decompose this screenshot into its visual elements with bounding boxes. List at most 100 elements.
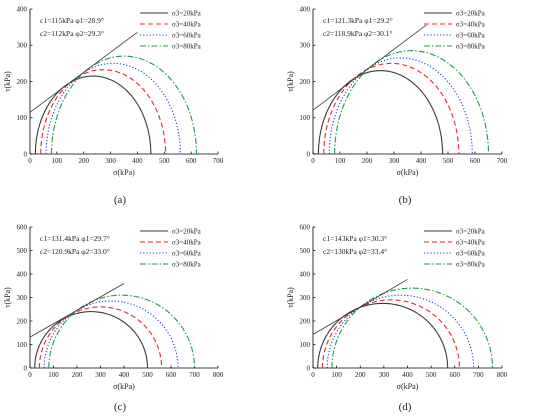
legend-label: σ3=40kPa [172,21,202,29]
x-tick-label: 300 [105,157,116,165]
y-tick-label: 0 [24,364,28,372]
strength-parameters: c2=112kPa φ2=29.3° [40,29,104,38]
y-tick-label: 200 [300,78,311,86]
y-tick-label: 100 [17,341,28,349]
x-tick-label: 100 [331,371,342,379]
x-tick-label: 100 [335,157,346,165]
x-tick-label: 400 [402,371,413,379]
y-tick-label: 0 [307,150,311,158]
strength-parameters: c1=115kPa φ1=28.9° [40,16,104,25]
panel-label-d: (d) [399,401,412,413]
legend-label: σ3=60kPa [172,250,202,258]
mohr-circle-80kpa [48,294,196,369]
chart-panel-d: 0 100 200 300 400 500 600 700 800 0 100 200 300 400 50… [286,223,508,391]
mohr-circle-80kpa [334,50,490,155]
y-tick-label: 100 [300,114,311,122]
strength-envelope [29,283,125,338]
mohr-circle-40kpa [321,299,461,369]
x-tick-label: 200 [72,371,83,379]
y-tick-label: 200 [17,78,28,86]
mohr-circle-80kpa [50,55,198,155]
mohr-circle-40kpa [323,62,460,155]
x-tick-label: 700 [213,157,224,165]
x-tick-label: 600 [470,157,481,165]
y-tick-label: 300 [300,294,311,302]
panel-label-b: (b) [399,194,412,206]
y-tick-label: 400 [300,270,311,278]
y-tick-label: 400 [17,5,28,13]
y-axis-label: τ(kPa) [3,71,12,92]
x-axis-label: σ(kPa) [397,168,419,177]
legend-label: σ3=40kPa [456,21,486,29]
strength-parameters: c1=131.4kPa φ1=29.7° [40,234,110,243]
legend-label: σ3=60kPa [172,32,202,40]
x-tick-label: 200 [355,371,366,379]
legend-label: σ3=20kPa [172,10,202,18]
mohr-circle-20kpa [317,70,444,155]
panel-label-a: (a) [114,194,127,206]
strength-envelope [29,31,138,113]
y-tick-label: 600 [17,223,28,231]
x-axis-label: σ(kPa) [113,382,135,391]
x-tick-label: 500 [443,157,454,165]
chart-panel-a: 0 100 200 300 400 500 600 700 0 100 200 300 400 σ(kPa… [3,5,224,177]
y-axis-label: τ(kPa) [286,71,295,92]
x-tick-label: 300 [389,157,400,165]
y-tick-label: 300 [300,42,311,50]
y-tick-label: 100 [300,341,311,349]
x-tick-label: 800 [497,371,508,379]
mohr-circle-20kpa [34,311,149,369]
y-tick-label: 400 [300,5,311,13]
x-tick-label: 0 [28,371,32,379]
legend-label: σ3=80kPa [456,261,486,269]
legend-label: σ3=20kPa [456,10,486,18]
chart-panel-c: 0 100 200 300 400 500 600 700 800 0 100 200 300 400 50… [3,223,224,391]
y-tick-label: 600 [300,223,311,231]
x-tick-label: 500 [426,371,437,379]
legend-label: σ3=40kPa [456,239,486,247]
panels: 0 100 200 300 400 500 600 700 0 100 200 300 400 σ(kPa… [3,5,508,391]
legend-label: σ3=60kPa [456,250,486,258]
strength-parameters: c1=121.3kPa φ1=29.2° [323,16,393,25]
mohr-circle-40kpa [40,69,167,155]
strength-envelope [312,279,408,335]
y-axis-label: τ(kPa) [286,287,295,308]
x-tick-label: 0 [311,157,315,165]
legend-label: σ3=40kPa [172,239,202,247]
y-axis-label: τ(kPa) [3,287,12,308]
x-tick-label: 600 [166,371,177,379]
mohr-circle-20kpa [34,75,152,155]
y-tick-label: 200 [300,317,311,325]
y-tick-label: 100 [17,114,28,122]
x-tick-label: 300 [95,371,106,379]
mohr-circle-60kpa [43,300,179,369]
chart-panel-b: 0 100 200 300 400 500 600 700 0 100 200 300 400 σ(kPa… [286,5,508,177]
x-tick-label: 100 [48,371,59,379]
x-tick-label: 600 [450,371,461,379]
y-tick-label: 400 [17,270,28,278]
x-tick-label: 100 [52,157,63,165]
x-axis-label: σ(kPa) [113,168,135,177]
x-tick-label: 0 [311,371,315,379]
x-tick-label: 200 [78,157,89,165]
x-tick-label: 300 [379,371,390,379]
legend-label: σ3=80kPa [456,43,486,51]
x-tick-label: 700 [497,157,508,165]
strength-envelope [312,24,427,111]
x-tick-label: 400 [132,157,143,165]
x-tick-label: 500 [142,371,153,379]
y-tick-label: 0 [307,364,311,372]
mohr-circle-60kpa [328,57,473,155]
y-tick-label: 300 [17,294,28,302]
strength-parameters: c2=120.9kPa φ2=33.0° [40,247,110,256]
x-tick-label: 400 [416,157,427,165]
y-tick-label: 500 [300,247,311,255]
mohr-circle-20kpa [317,302,449,369]
x-axis-label: σ(kPa) [397,382,419,391]
y-tick-label: 500 [17,247,28,255]
y-tick-label: 0 [24,150,28,158]
legend-label: σ3=80kPa [172,43,202,51]
mohr-circle-60kpa [45,62,181,155]
legend-label: σ3=60kPa [456,32,486,40]
